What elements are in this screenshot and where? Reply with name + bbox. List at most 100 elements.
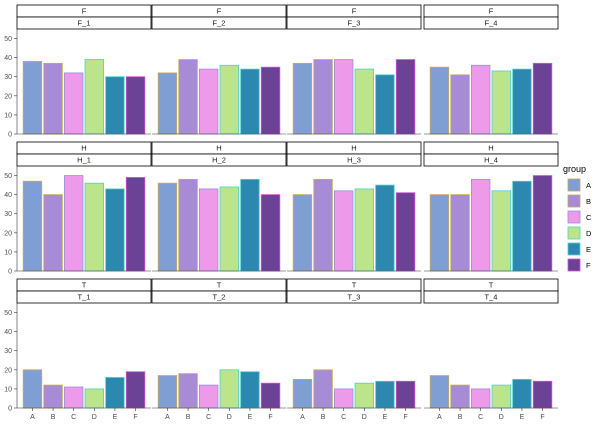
legend-label-b: B: [586, 197, 591, 206]
facet-strip-bottom: [286, 16, 422, 30]
legend-label-e: E: [586, 245, 591, 254]
y-tick-label: 0: [8, 406, 12, 413]
x-tick-label: E: [113, 414, 118, 421]
bar-d: [219, 64, 239, 135]
bar-d: [84, 182, 104, 272]
bar-c: [64, 175, 84, 272]
bar-f: [260, 66, 281, 135]
bar-b: [43, 384, 63, 409]
y-tick-label: 40: [4, 192, 12, 199]
bar-c: [334, 59, 354, 135]
facet-strip-bottom: [286, 153, 422, 167]
facet-strip-top-label: H: [216, 144, 221, 153]
facet-strip-top-label: F: [489, 7, 494, 16]
bar-b: [450, 194, 470, 272]
bar-e: [240, 371, 260, 409]
facet-strip-top-label: F: [82, 7, 87, 16]
bar-b: [178, 373, 198, 409]
x-tick-label: A: [165, 414, 170, 421]
x-tick-label: E: [520, 414, 525, 421]
facet-strip-bottom-label: H_4: [484, 156, 498, 165]
bar-f: [260, 382, 281, 409]
legend-key-b: [567, 194, 581, 208]
bar-a: [292, 194, 313, 272]
facet-strip-bottom: [16, 290, 152, 304]
bar-c: [64, 386, 84, 409]
x-tick-label: D: [92, 414, 97, 421]
facet-strip-bottom: [16, 16, 152, 30]
bar-b: [178, 59, 198, 135]
facet-strip-top-label: F: [352, 7, 357, 16]
facet-strip-top-label: T: [82, 281, 87, 290]
y-tick-label: 50: [4, 310, 12, 317]
legend-label-f: F: [586, 261, 591, 270]
bar-e: [512, 68, 532, 135]
x-tick-label: F: [403, 414, 407, 421]
legend-key-a: [567, 178, 581, 192]
bar-a: [292, 378, 313, 409]
bar-e: [512, 378, 532, 409]
facet-strip-bottom: [423, 16, 559, 30]
bar-a: [429, 66, 450, 135]
bar-a: [22, 61, 43, 135]
y-tick-label: 20: [4, 93, 12, 100]
bar-a: [157, 72, 178, 135]
bar-e: [105, 188, 125, 272]
bar-a: [157, 182, 178, 272]
x-tick-label: D: [227, 414, 232, 421]
legend-key-c: [567, 210, 581, 224]
facet-strip-bottom-label: T_3: [348, 293, 361, 302]
bar-d: [354, 68, 374, 135]
facet-strip-bottom-label: F_4: [485, 19, 498, 28]
y-tick-label: 50: [4, 36, 12, 43]
x-tick-label: E: [248, 414, 253, 421]
legend-label-c: C: [586, 213, 592, 222]
bar-f: [125, 177, 146, 272]
bar-d: [84, 59, 104, 135]
facet-strip-bottom: [423, 153, 559, 167]
bar-e: [105, 377, 125, 409]
bar-b: [313, 178, 333, 272]
facet-strip-top-label: T: [352, 281, 357, 290]
x-tick-label: A: [437, 414, 442, 421]
bar-f: [532, 62, 553, 135]
facet-strip-bottom: [286, 290, 422, 304]
bar-c: [199, 188, 219, 272]
bar-b: [43, 62, 63, 135]
legend-label-d: D: [586, 229, 592, 238]
bar-e: [375, 380, 395, 409]
facet-strip-bottom-label: T_4: [485, 293, 498, 302]
bar-e: [240, 178, 260, 272]
x-tick-label: C: [206, 414, 211, 421]
bar-a: [22, 369, 43, 409]
x-tick-label: C: [478, 414, 483, 421]
y-tick-label: 30: [4, 211, 12, 218]
bar-b: [313, 59, 333, 135]
bar-d: [354, 188, 374, 272]
bar-b: [178, 178, 198, 272]
x-tick-label: A: [300, 414, 305, 421]
x-tick-label: B: [51, 414, 56, 421]
bar-b: [43, 194, 63, 272]
y-tick-label: 0: [8, 132, 12, 139]
y-tick-label: 20: [4, 367, 12, 374]
facet-strip-bottom: [151, 290, 287, 304]
bar-f: [395, 192, 416, 272]
legend-key-f: [567, 258, 581, 272]
facet-strip-top-label: H: [351, 144, 356, 153]
facet-strip-bottom-label: H_3: [347, 156, 361, 165]
bar-f: [125, 371, 146, 409]
legend-key-e: [567, 242, 581, 256]
y-tick-label: 10: [4, 112, 12, 119]
x-tick-label: A: [30, 414, 35, 421]
bar-a: [292, 62, 313, 135]
legend-title: group: [563, 164, 586, 174]
bar-d: [219, 186, 239, 272]
x-tick-label: F: [268, 414, 272, 421]
x-tick-label: F: [133, 414, 137, 421]
x-tick-label: E: [383, 414, 388, 421]
bar-c: [64, 72, 84, 135]
facet-strip-top-label: H: [81, 144, 86, 153]
facet-strip-bottom: [423, 290, 559, 304]
bar-b: [450, 74, 470, 135]
